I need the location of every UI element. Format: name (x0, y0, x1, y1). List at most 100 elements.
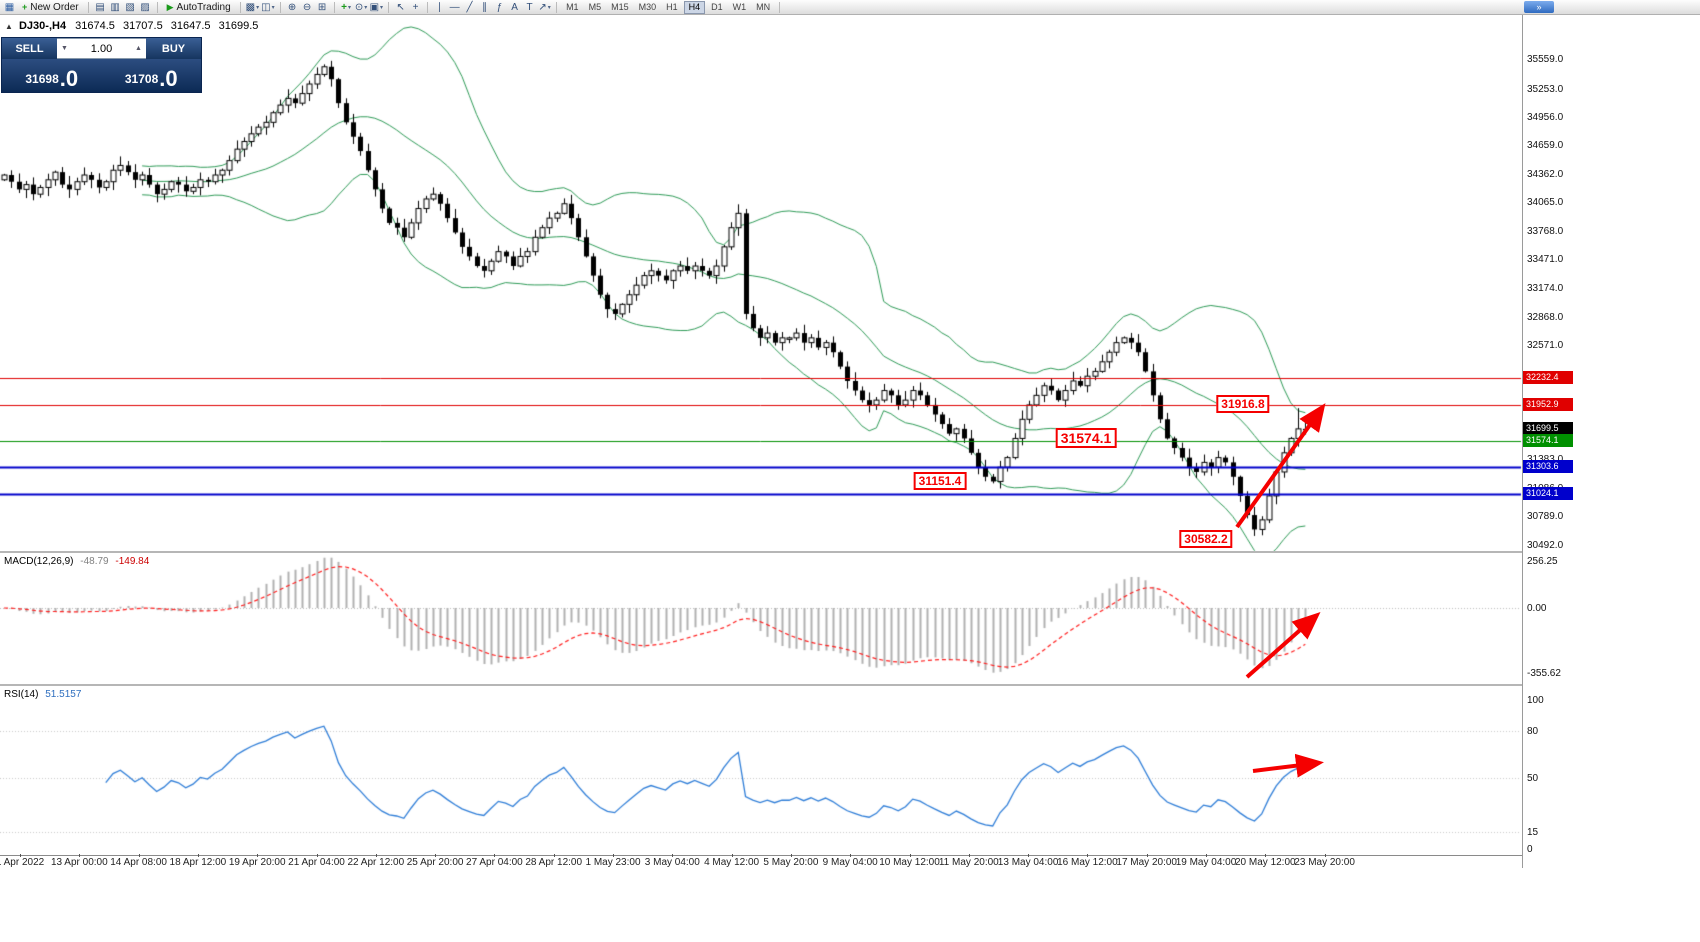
time-axis-label: 4 May 12:00 (704, 857, 760, 868)
new-order-button-label: New Order (30, 1, 79, 13)
autotrading-button[interactable]: ▶ AutoTrading (163, 1, 235, 14)
horizontal-line-icon[interactable]: ― (449, 1, 460, 13)
time-axis-tick (1206, 854, 1207, 857)
buy-price[interactable]: 31708 .0 (102, 59, 202, 92)
time-axis-tick (1146, 854, 1148, 857)
toolbar-separator (779, 1, 781, 13)
trendline-icon[interactable]: ╱ (466, 1, 473, 13)
time-axis-tick (553, 854, 555, 857)
price-scale-label: 34065.0 (1527, 197, 1564, 209)
price-level-annotation[interactable]: 30582.2 (1179, 530, 1233, 548)
rsi-scale-label: 80 (1527, 726, 1539, 737)
time-axis-label: 11 May 20:00 (938, 857, 999, 868)
new-order-button[interactable]: + New Order (18, 1, 83, 14)
time-axis-tick (613, 854, 614, 857)
timeframe-m1[interactable]: M1 (566, 1, 579, 12)
indicators-icon[interactable]: + ▾ (341, 1, 352, 13)
profiles-icon[interactable]: ◫ ▾ (261, 1, 275, 13)
vertical-line-icon[interactable]: ∣ (437, 1, 443, 13)
macd-value: -48.79 (80, 556, 109, 567)
rsi-scale-label: 100 (1527, 695, 1544, 706)
time-axis-tick (1324, 854, 1326, 857)
time-axis-label: 22 Apr 12:00 (347, 857, 405, 868)
navigator-icon[interactable]: ▧ (125, 1, 135, 13)
price-scale[interactable]: 35559.0 35253.0 34956.0 34659.0 34362.0 34065… (1523, 15, 1598, 868)
time-axis-label: 1 May 23:00 (585, 857, 641, 868)
volume-value[interactable]: 1.00 (90, 42, 113, 55)
time-axis[interactable]: 1 Apr 2022 13 Apr 00:00 14 Apr 08:00 18 Apr… (0, 854, 1530, 870)
price-tag: 31574.1 (1523, 434, 1573, 448)
time-axis-label: 13 Apr 00:00 (50, 857, 108, 868)
price-tag: 31024.1 (1523, 487, 1573, 501)
dropdown-caret-icon: ▾ (547, 4, 551, 11)
terminal-icon[interactable]: ▨ (140, 1, 150, 13)
time-axis-tick (672, 854, 674, 857)
collapse-trade-panel-icon[interactable]: ▲ (5, 22, 13, 31)
price-level-annotation[interactable]: 31151.4 (913, 472, 967, 490)
time-axis-label: 5 May 20:00 (763, 857, 819, 868)
label-icon[interactable]: T (526, 1, 533, 13)
tile-windows-icon[interactable]: ⊞ (317, 1, 327, 13)
time-axis-label: 27 Apr 04:00 (466, 857, 523, 868)
zoom-in-icon[interactable]: ⊕ (287, 1, 297, 13)
volume-input[interactable]: ▼ 1.00 ▲ (57, 38, 146, 59)
chart-title-bar: ▲ DJ30-,H4 31674.5 31707.5 31647.5 31699… (5, 20, 263, 32)
panel-separator[interactable] (0, 684, 1522, 686)
text-icon[interactable]: A (511, 1, 518, 13)
timeframe-w1[interactable]: W1 (732, 1, 747, 12)
timeframe-m15[interactable]: M15 (611, 1, 629, 12)
sell-button[interactable]: SELL (2, 38, 57, 59)
ohlc-low: 31647.5 (170, 20, 211, 32)
dropdown-caret-icon: ▾ (364, 4, 368, 11)
macd-label: MACD(12,26,9) -48.79 -149.84 (4, 556, 149, 567)
sell-price-pips: .0 (59, 66, 79, 91)
dropdown-caret-icon: ▾ (256, 4, 260, 11)
timeframe-m5[interactable]: M5 (588, 1, 602, 12)
macd-scale-label: -355.62 (1527, 668, 1561, 680)
timeframe-mn[interactable]: MN (756, 1, 771, 12)
data-window-icon[interactable]: ▥ (110, 1, 120, 13)
periods-icon[interactable]: ⊙ ▾ (354, 1, 368, 13)
time-axis-tick (1265, 854, 1267, 857)
price-level-annotation[interactable]: 31574.1 (1055, 428, 1117, 448)
scale-separator (1522, 15, 1523, 868)
chart-symbol-label: DJ30-,H4 (18, 20, 67, 32)
market-watch-icon[interactable]: ▤ (95, 1, 105, 13)
dropdown-caret-icon: ▾ (348, 4, 352, 11)
toolbar-separator (87, 1, 89, 13)
price-tag: 31303.6 (1523, 460, 1573, 474)
buy-button[interactable]: BUY (146, 38, 201, 59)
time-axis-tick (435, 854, 437, 857)
price-scale-label: 30492.0 (1527, 539, 1564, 551)
templates-icon[interactable]: ▣ ▾ (369, 1, 384, 13)
sell-price[interactable]: 31698 .0 (2, 59, 102, 92)
volume-decrease-icon[interactable]: ▼ (61, 45, 68, 52)
price-scale-label: 34956.0 (1527, 111, 1564, 123)
timeframe-d1[interactable]: D1 (711, 1, 723, 12)
dropdown-caret-icon: ▾ (380, 4, 384, 11)
rsi-value: 51.5157 (45, 689, 82, 700)
timeframe-h1[interactable]: H1 (666, 1, 678, 12)
toolbar-separator (239, 1, 241, 13)
app-chart-icon[interactable]: ▦ (4, 1, 15, 13)
new-chart-icon[interactable]: ▩ ▾ (245, 1, 260, 13)
toolbar-overflow-button[interactable]: » (1524, 1, 1554, 13)
macd-signal-value: -149.84 (115, 556, 150, 567)
panel-separator[interactable] (0, 551, 1522, 553)
timeframe-m30[interactable]: M30 (638, 1, 657, 12)
price-scale-label: 33768.0 (1527, 225, 1564, 237)
price-scale-label: 34362.0 (1527, 168, 1564, 180)
zoom-out-icon[interactable]: ⊖ (302, 1, 312, 13)
fibonacci-icon[interactable]: ƒ (496, 1, 503, 13)
volume-increase-icon[interactable]: ▲ (135, 45, 142, 52)
crosshair-icon[interactable]: + (412, 1, 419, 13)
channel-icon[interactable]: ∥ (482, 1, 488, 13)
time-axis-tick (79, 854, 81, 857)
time-axis-tick (494, 854, 496, 857)
timeframe-h4[interactable]: H4 (683, 0, 706, 14)
price-level-annotation[interactable]: 31916.8 (1216, 395, 1270, 413)
arrows-icon[interactable]: ↗ ▾ (538, 1, 551, 13)
cursor-icon[interactable]: ↖ (396, 1, 405, 13)
